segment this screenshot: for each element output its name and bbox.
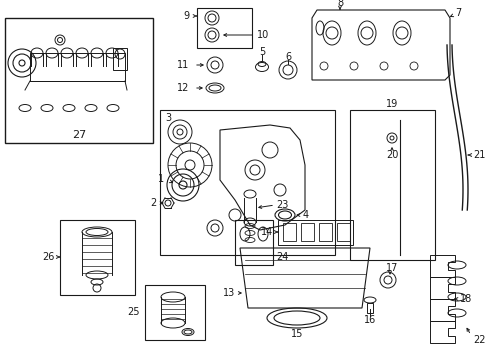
- Text: 7: 7: [454, 8, 460, 18]
- Text: 24: 24: [275, 252, 288, 262]
- Text: 10: 10: [257, 30, 269, 40]
- Bar: [283, 223, 295, 241]
- Text: 26: 26: [42, 252, 55, 262]
- Text: 20: 20: [385, 150, 397, 160]
- Text: 5: 5: [258, 47, 264, 57]
- Bar: [336, 223, 349, 241]
- Text: 21: 21: [472, 150, 485, 160]
- Text: 8: 8: [336, 0, 343, 8]
- Bar: [160, 110, 334, 255]
- Bar: [145, 285, 204, 340]
- Text: 16: 16: [363, 315, 375, 325]
- Text: 17: 17: [385, 263, 397, 273]
- Text: 27: 27: [72, 130, 86, 140]
- Text: 3: 3: [164, 113, 171, 123]
- Text: 11: 11: [176, 60, 189, 70]
- Text: 9: 9: [183, 11, 189, 21]
- Bar: [235, 220, 272, 265]
- Text: 23: 23: [275, 200, 288, 210]
- Bar: [349, 110, 434, 260]
- Text: 22: 22: [472, 335, 485, 345]
- Bar: [301, 223, 313, 241]
- Text: 1: 1: [158, 174, 164, 184]
- Bar: [197, 8, 251, 48]
- Text: 15: 15: [290, 329, 303, 339]
- Text: 6: 6: [285, 52, 290, 62]
- Text: 4: 4: [303, 210, 308, 220]
- Text: 25: 25: [127, 307, 140, 317]
- Bar: [278, 220, 352, 245]
- Bar: [30, 53, 125, 81]
- Text: 12: 12: [176, 83, 189, 93]
- Text: 13: 13: [223, 288, 235, 298]
- Text: 14: 14: [260, 227, 272, 237]
- Bar: [60, 220, 135, 295]
- Bar: [318, 223, 331, 241]
- Text: 18: 18: [459, 294, 471, 304]
- Bar: [113, 48, 127, 70]
- Bar: [366, 303, 372, 313]
- Text: 19: 19: [385, 99, 397, 109]
- Text: 2: 2: [149, 198, 156, 208]
- Bar: [5, 18, 153, 143]
